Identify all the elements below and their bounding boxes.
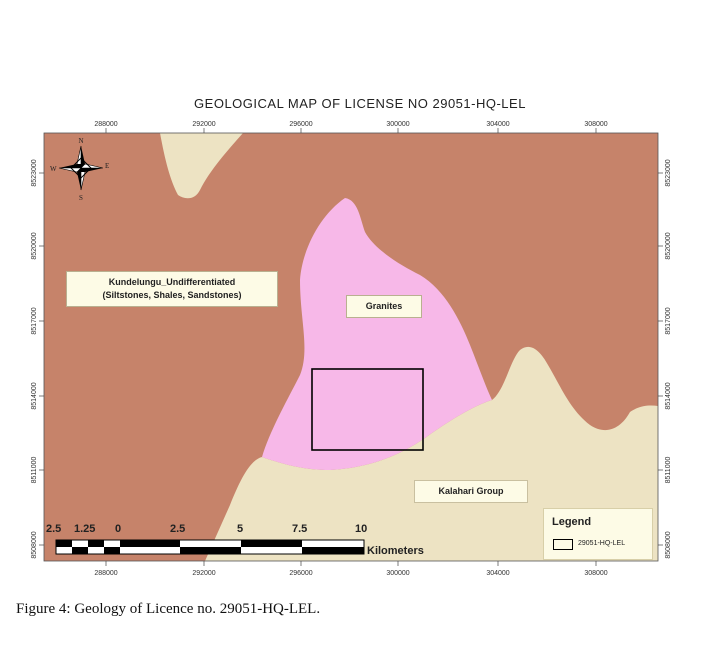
figure-caption: Figure 4: Geology of Licence no. 29051-H…: [16, 601, 321, 617]
kalahari-top-polygon: [160, 133, 243, 199]
y-tick-left: 8514000: [31, 382, 38, 409]
kundelungu-label: Kundelungu_Undifferentiated (Siltstones,…: [66, 271, 278, 307]
scale-label: 2.5: [170, 523, 186, 535]
scale-units: Kilometers: [367, 545, 424, 557]
y-tick-left: 8523000: [31, 159, 38, 186]
kalahari-label: Kalahari Group: [414, 480, 528, 503]
x-axis-top: 288000 292000 296000 300000 304000 30800…: [94, 121, 608, 133]
x-axis-bottom: 288000 292000 296000 300000 304000 30800…: [94, 561, 608, 577]
scale-label: 7.5: [292, 523, 308, 535]
granites-label: Granites: [346, 295, 422, 318]
granites-polygon: [262, 198, 492, 470]
x-tick-bottom: 288000: [94, 570, 117, 577]
x-tick-top: 292000: [192, 121, 215, 128]
legend-title: Legend: [552, 516, 592, 528]
west-label: W: [50, 165, 57, 173]
x-tick-bottom: 308000: [584, 570, 607, 577]
x-tick-top: 304000: [486, 121, 509, 128]
scale-label: 5: [237, 523, 244, 535]
x-tick-top: 296000: [289, 121, 312, 128]
y-tick-right: 8514000: [665, 382, 672, 409]
x-tick-bottom: 304000: [486, 570, 509, 577]
y-tick-left: 8511000: [31, 457, 38, 484]
legend-swatch: [553, 539, 573, 550]
map-frame-border: [43, 132, 659, 562]
y-tick-right: 8508000: [665, 531, 672, 558]
scale-label: 10: [355, 523, 368, 535]
legend: Legend 29051-HQ-LEL: [543, 508, 653, 560]
y-tick-left: 8517000: [31, 307, 38, 334]
kundelungu-name: Kundelungu_Undifferentiated: [108, 277, 236, 287]
y-tick-right: 8523000: [665, 159, 672, 186]
legend-item-label: 29051-HQ-LEL: [578, 540, 626, 547]
scale-label: 2.5: [46, 523, 62, 535]
scale-bar: [55, 539, 365, 555]
y-tick-left: 8520000: [31, 232, 38, 259]
license-boundary: [311, 368, 424, 451]
y-axis-right: 8523000 8520000 8517000 8514000 8511000 …: [658, 159, 672, 559]
y-tick-right: 8511000: [665, 457, 672, 484]
map-title: GEOLOGICAL MAP OF LICENSE NO 29051-HQ-LE…: [194, 96, 526, 111]
y-tick-right: 8517000: [665, 307, 672, 334]
north-arrow-icon: N S E W: [50, 137, 109, 202]
y-axis-left: 8523000 8520000 8517000 8514000 8511000 …: [31, 159, 44, 559]
kundelungu-detail: (Siltstones, Shales, Sandstones): [102, 290, 242, 300]
kalahari-bottom-polygon: [205, 346, 658, 561]
scale-label: 1.25: [74, 523, 96, 535]
east-label: E: [105, 162, 109, 170]
x-tick-top: 288000: [94, 121, 117, 128]
y-tick-right: 8520000: [665, 232, 672, 259]
x-tick-bottom: 300000: [386, 570, 409, 577]
y-tick-left: 8508000: [31, 531, 38, 558]
x-tick-top: 300000: [386, 121, 409, 128]
x-tick-bottom: 292000: [192, 570, 215, 577]
x-tick-top: 308000: [584, 121, 607, 128]
north-label: N: [78, 137, 83, 145]
south-label: S: [79, 194, 83, 202]
x-tick-bottom: 296000: [289, 570, 312, 577]
scale-label: 0: [115, 523, 122, 535]
